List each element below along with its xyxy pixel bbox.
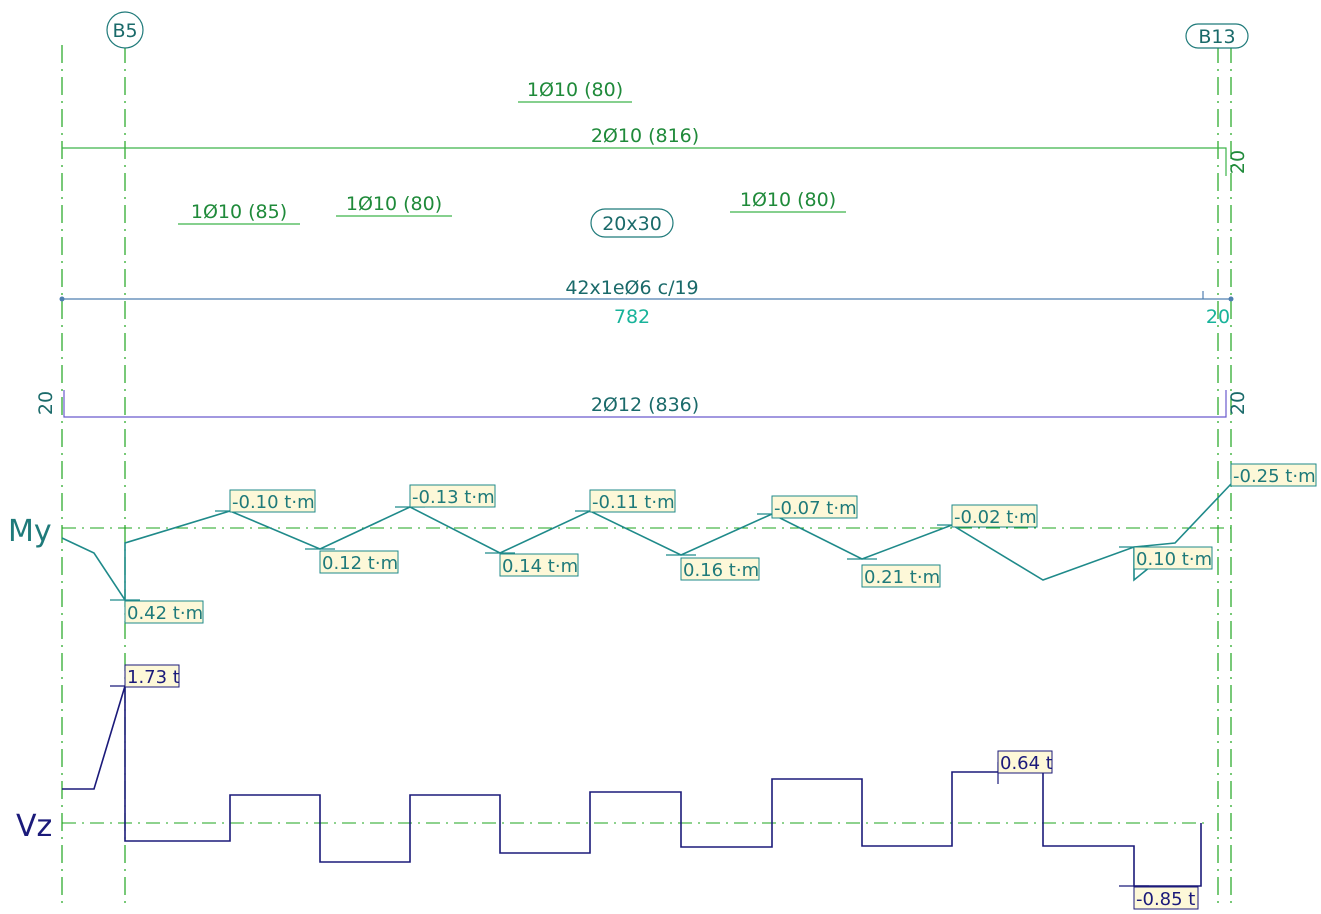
span-length-label: 782 xyxy=(614,306,650,328)
support-b5-bubble[interactable]: B5 xyxy=(106,11,144,49)
bottom-rebar-hook-left: 20 xyxy=(35,391,57,415)
shear-value-tag[interactable]: -0.85 t xyxy=(1133,886,1199,910)
moment-value-text: -0.02 t·m xyxy=(954,507,1037,528)
moment-value-text: -0.25 t·m xyxy=(1233,466,1316,487)
stirrup-group: 42x1eØ6 c/19 782 20 xyxy=(59,277,1234,328)
shear-value-text: 1.73 t xyxy=(127,667,180,688)
moment-value-tag[interactable]: -0.07 t·m xyxy=(771,495,858,519)
moment-value-text: 0.10 t·m xyxy=(1136,549,1212,570)
support-b13-bubble[interactable]: B13 xyxy=(1185,23,1249,49)
moment-diagram-label: My xyxy=(8,514,52,549)
shear-value-text: -0.85 t xyxy=(1136,889,1195,910)
top-main-rebar-label: 2Ø10 (816) xyxy=(591,125,699,147)
bottom-rebar-label: 2Ø12 (836) xyxy=(591,394,699,416)
stirrup-start-marker xyxy=(59,296,65,302)
top-main-rebar-line[interactable] xyxy=(62,147,1227,176)
top-rebar-label: 1Ø10 (80) xyxy=(346,193,442,215)
shear-peak-ticks xyxy=(110,685,1149,887)
bottom-rebar-hook-right: 20 xyxy=(1227,391,1249,415)
top-rebar-label: 1Ø10 (80) xyxy=(527,79,623,101)
shear-diagram-label: Vz xyxy=(16,809,52,844)
support-b13-label: B13 xyxy=(1198,26,1235,48)
shear-value-text: 0.64 t xyxy=(1000,753,1053,774)
bottom-rebar-group: 2Ø12 (836) 20 20 xyxy=(35,390,1249,418)
moment-value-text: 0.12 t·m xyxy=(322,553,398,574)
top-rebar-label: 1Ø10 (85) xyxy=(191,201,287,223)
moment-value-tag[interactable]: 0.12 t·m xyxy=(319,550,399,574)
top-rebar-hook-label: 20 xyxy=(1227,150,1249,174)
moment-value-text: -0.11 t·m xyxy=(592,492,675,513)
moment-value-tag[interactable]: -0.10 t·m xyxy=(229,489,316,513)
moment-diagram: My 0.42 t·m -0.10 t·m 0.12 t·m xyxy=(8,463,1317,624)
top-rebar-group: 1Ø10 (80) 2Ø10 (816) 20 1Ø10 (85) 1Ø10 (… xyxy=(62,79,1249,225)
top-rebar-label: 1Ø10 (80) xyxy=(740,189,836,211)
moment-value-tag[interactable]: -0.25 t·m xyxy=(1230,463,1317,487)
support-b5-label: B5 xyxy=(112,20,137,42)
moment-value-text: 0.42 t·m xyxy=(127,603,203,624)
moment-value-text: 0.14 t·m xyxy=(502,556,578,577)
moment-value-text: -0.13 t·m xyxy=(412,487,495,508)
shear-value-tag[interactable]: 0.64 t xyxy=(997,750,1053,774)
shear-diagram: Vz 1.73 t 0.64 t -0.85 t xyxy=(16,664,1205,910)
moment-value-tag[interactable]: 0.14 t·m xyxy=(499,553,579,577)
axis-lines xyxy=(61,45,1232,905)
moment-value-tag[interactable]: 0.16 t·m xyxy=(680,557,760,581)
moment-value-tag[interactable]: 0.10 t·m xyxy=(1133,546,1213,570)
stirrup-end-marker xyxy=(1228,296,1234,302)
bottom-rebar-line[interactable] xyxy=(63,390,1227,418)
moment-value-tag[interactable]: 0.42 t·m xyxy=(124,600,204,624)
support-width-label: 20 xyxy=(1206,306,1230,328)
shear-curve[interactable] xyxy=(62,685,1202,887)
moment-value-tag[interactable]: 0.21 t·m xyxy=(861,564,941,588)
moment-value-text: -0.07 t·m xyxy=(774,498,857,519)
shear-value-tag[interactable]: 1.73 t xyxy=(124,664,180,688)
section-label: 20x30 xyxy=(602,213,662,235)
moment-value-tag[interactable]: -0.13 t·m xyxy=(409,484,496,508)
moment-value-text: 0.21 t·m xyxy=(864,567,940,588)
moment-value-tag[interactable]: -0.11 t·m xyxy=(589,489,676,513)
moment-value-text: -0.10 t·m xyxy=(232,492,315,513)
section-badge[interactable]: 20x30 xyxy=(590,208,674,238)
stirrup-label: 42x1eØ6 c/19 xyxy=(565,277,698,299)
moment-value-text: 0.16 t·m xyxy=(683,560,759,581)
moment-value-tag[interactable]: -0.02 t·m xyxy=(951,504,1038,528)
